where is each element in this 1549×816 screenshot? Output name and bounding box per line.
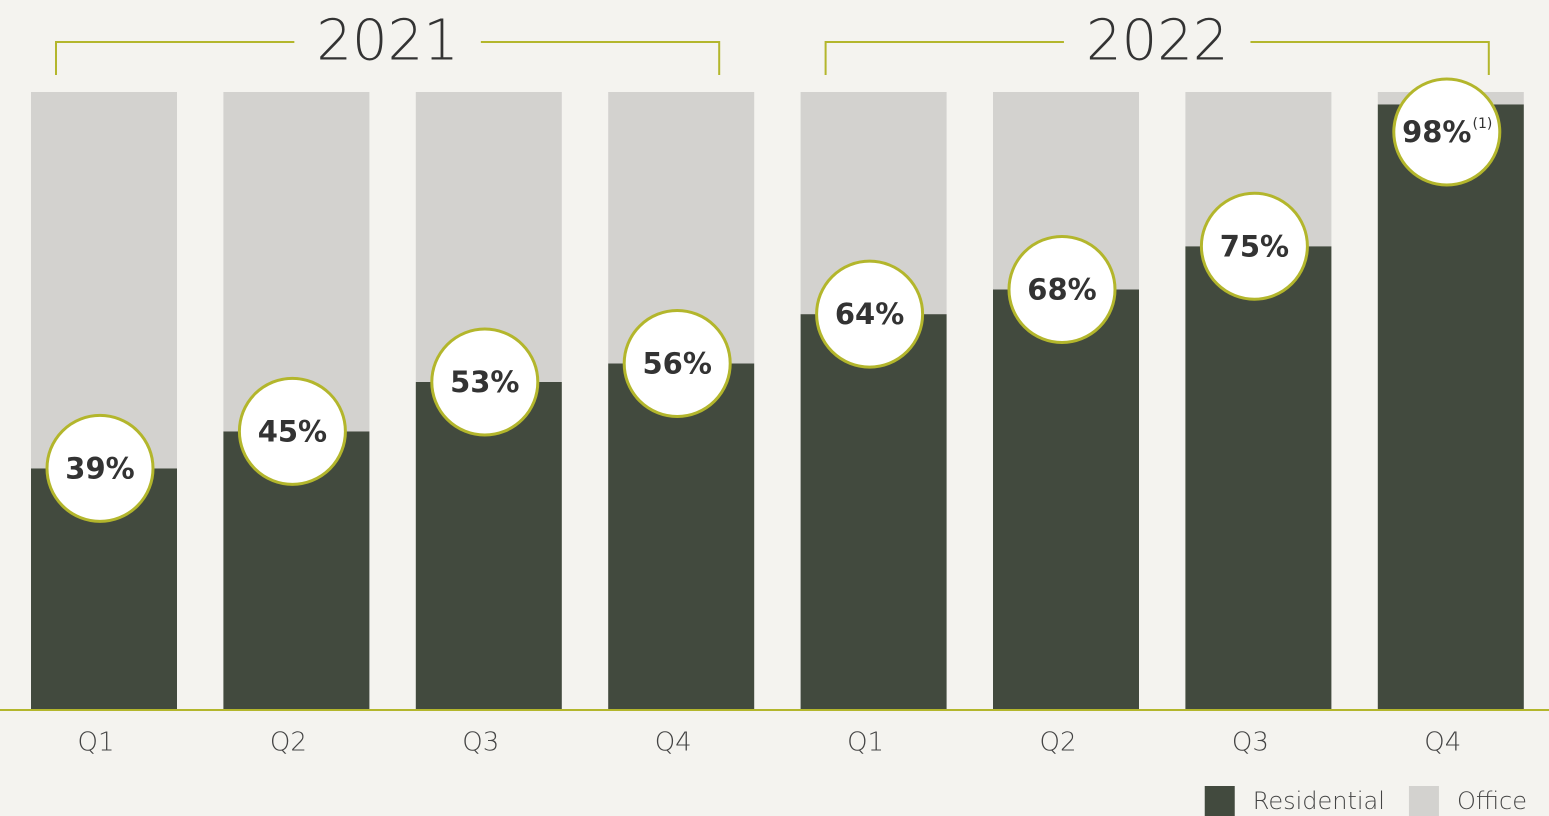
bar-segment [1185,246,1332,709]
value-bubble [1199,191,1309,301]
bar-segment [800,314,947,709]
group-label: 2022 [1086,8,1229,73]
value-bubble [815,259,925,369]
x-tick-label: Q4 [1424,728,1461,758]
bar-segment [415,381,562,709]
group-bracket [824,41,1064,75]
annotation: (1) [1473,116,1493,132]
group-bracket [480,41,721,75]
bar-segment [608,363,755,709]
bar-segment [223,92,370,432]
x-tick-label: Q2 [1039,728,1076,758]
value-bubble [237,376,347,486]
x-tick-label: Q3 [462,728,499,758]
group-bracket [1250,41,1490,75]
value-label: 39% [65,451,134,485]
value-bubble [430,327,540,437]
bar-segment [1377,104,1524,710]
x-tick-label: Q3 [1232,728,1269,758]
bar-segment [31,92,177,469]
value-bubble [45,413,155,523]
legend-swatch [1204,786,1235,816]
value-label: 68% [1027,272,1096,306]
legend-swatch [1408,786,1439,816]
group-bracket [55,41,295,75]
value-label: 98% [1402,115,1471,149]
value-label: 53% [450,365,519,399]
value-label: 56% [642,346,711,380]
legend-label: Office [1457,787,1527,815]
value-bubble [622,308,732,418]
value-label: 64% [835,297,904,331]
bar-segment [993,289,1139,709]
legend-label: Residential [1253,787,1385,815]
group-label: 2021 [316,8,459,73]
x-tick-label: Q1 [847,728,884,758]
value-label: 45% [258,414,327,448]
value-label: 75% [1220,229,1289,263]
x-tick-label: Q2 [270,728,307,758]
value-bubble [1392,77,1502,187]
value-bubble [1007,234,1117,344]
x-tick-label: Q4 [655,728,692,758]
x-tick-label: Q1 [77,728,114,758]
